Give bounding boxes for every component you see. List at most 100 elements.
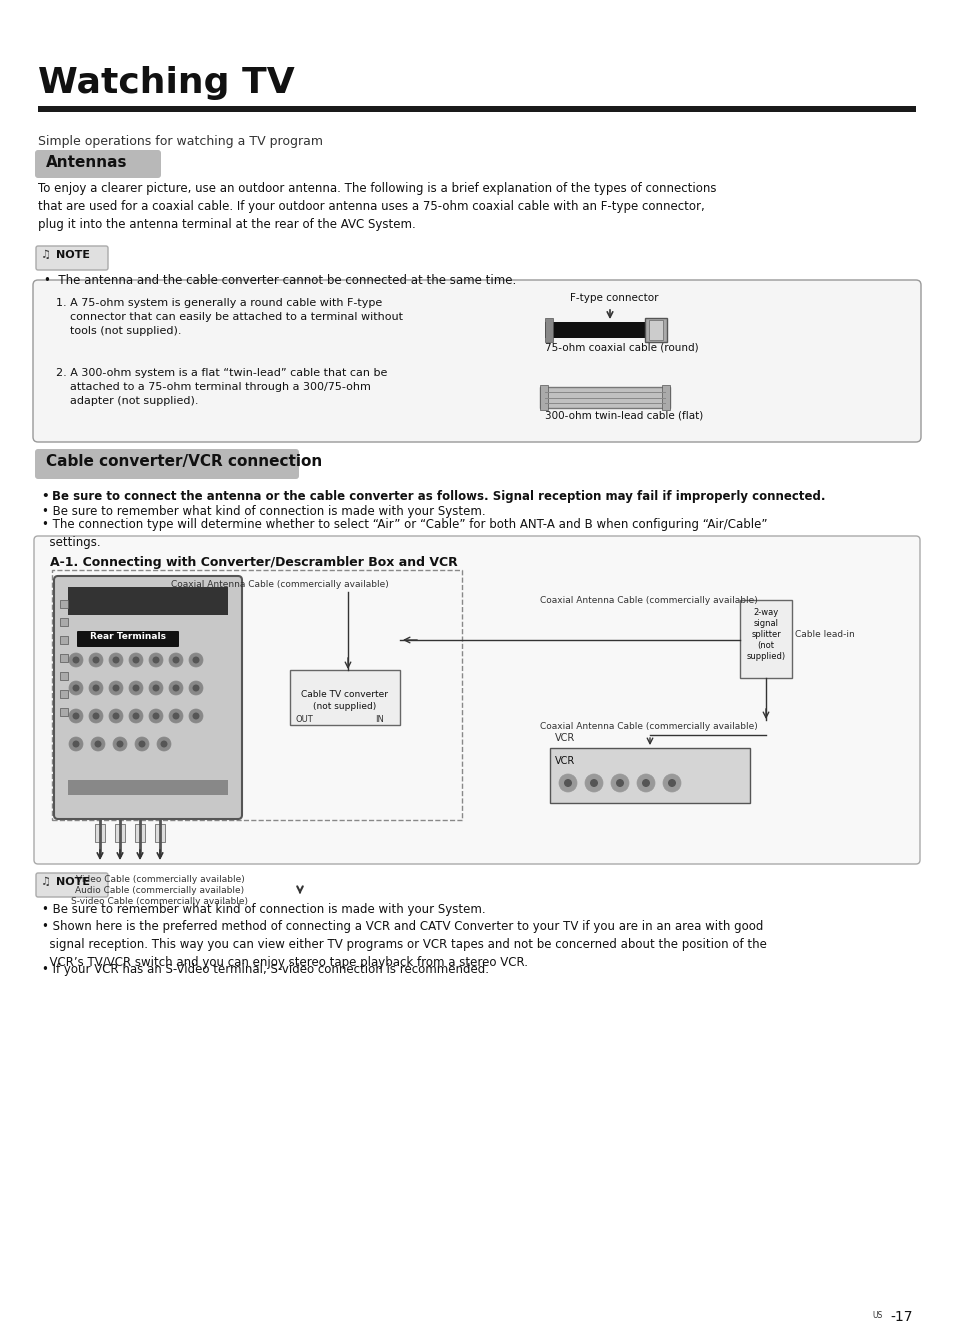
Circle shape [89,653,103,667]
Text: S-video Cable (commercially available): S-video Cable (commercially available) [71,896,248,906]
Bar [115,824,125,842]
FancyBboxPatch shape [35,449,298,478]
Circle shape [189,709,203,724]
Text: 2-way
signal
splitter
(not
supplied): 2-way signal splitter (not supplied) [745,608,784,662]
FancyBboxPatch shape [36,872,108,896]
Circle shape [72,713,79,720]
Circle shape [584,775,602,792]
Bar [38,106,915,113]
Text: ♫: ♫ [41,251,51,260]
Text: 75-ohm coaxial cable (round): 75-ohm coaxial cable (round) [544,343,698,352]
Circle shape [152,685,159,691]
Circle shape [112,713,119,720]
Bar [290,670,399,725]
Circle shape [193,713,199,720]
Circle shape [189,653,203,667]
Text: • Shown here is the preferred method of connecting a VCR and CATV Converter to y: • Shown here is the preferred method of … [42,921,766,969]
Circle shape [169,709,183,724]
Circle shape [94,741,101,748]
Text: Rear Terminals: Rear Terminals [90,632,166,641]
Text: • If your VCR has an S-Video terminal, S-video connection is recommended.: • If your VCR has an S-Video terminal, S… [42,963,489,976]
FancyBboxPatch shape [77,631,179,647]
Text: Video Cable (commercially available): Video Cable (commercially available) [75,875,244,884]
Text: •: • [42,490,53,502]
Circle shape [109,681,123,695]
Text: OUT: OUT [295,716,314,724]
Text: •  The antenna and the cable converter cannot be connected at the same time.: • The antenna and the cable converter ca… [44,273,516,287]
Text: Audio Cable (commercially available): Audio Cable (commercially available) [75,886,244,895]
Circle shape [72,741,79,748]
Circle shape [132,713,139,720]
Circle shape [92,657,99,663]
Bar [60,600,68,608]
Circle shape [89,681,103,695]
Bar [740,600,791,678]
Circle shape [129,653,143,667]
Circle shape [109,709,123,724]
Text: (not supplied): (not supplied) [313,702,376,712]
Circle shape [129,709,143,724]
Bar [60,618,68,626]
Circle shape [193,685,199,691]
Circle shape [132,685,139,691]
Text: VCR: VCR [555,756,575,766]
Text: Coaxial Antenna Cable (commercially available): Coaxial Antenna Cable (commercially avai… [539,596,757,604]
Circle shape [616,779,623,787]
Text: Be sure to connect the antenna or the cable converter as follows. Signal recepti: Be sure to connect the antenna or the ca… [52,490,824,502]
Circle shape [135,737,149,750]
Bar [60,636,68,645]
Text: Coaxial Antenna Cable (commercially available): Coaxial Antenna Cable (commercially avai… [171,580,389,590]
Text: VCR: VCR [555,733,575,742]
Circle shape [112,685,119,691]
FancyBboxPatch shape [36,247,108,269]
Circle shape [89,709,103,724]
Bar [52,570,461,820]
FancyBboxPatch shape [34,536,919,864]
Text: F-type connector: F-type connector [569,293,658,303]
Circle shape [637,775,655,792]
FancyBboxPatch shape [54,576,242,819]
Bar [154,824,165,842]
Circle shape [667,779,676,787]
Circle shape [69,709,83,724]
Circle shape [152,713,159,720]
Bar [644,318,666,342]
Text: Coaxial Antenna Cable (commercially available): Coaxial Antenna Cable (commercially avai… [539,722,757,732]
Circle shape [662,775,680,792]
Circle shape [172,713,179,720]
Text: Watching TV: Watching TV [38,66,294,100]
Circle shape [116,741,123,748]
Text: 1. A 75-ohm system is generally a round cable with F-type
    connector that can: 1. A 75-ohm system is generally a round … [56,297,402,336]
Circle shape [112,657,119,663]
FancyBboxPatch shape [35,150,161,178]
Circle shape [112,737,127,750]
Circle shape [193,657,199,663]
Bar [60,708,68,716]
Text: Cable lead-in: Cable lead-in [794,630,854,639]
Text: A-1. Connecting with Converter/Descrambler Box and VCR: A-1. Connecting with Converter/Descrambl… [50,556,457,570]
Bar [661,385,669,410]
Text: Simple operations for watching a TV program: Simple operations for watching a TV prog… [38,135,323,147]
Bar [648,320,662,340]
Circle shape [157,737,171,750]
Bar [550,748,749,803]
Circle shape [129,681,143,695]
Bar [60,690,68,698]
Bar [68,780,228,795]
Circle shape [91,737,105,750]
Circle shape [172,657,179,663]
Circle shape [109,653,123,667]
Bar [539,385,547,410]
Text: ♫: ♫ [41,876,51,887]
Circle shape [149,709,163,724]
Text: Cable converter/VCR connection: Cable converter/VCR connection [46,454,322,469]
Bar [60,671,68,679]
Circle shape [92,713,99,720]
Circle shape [189,681,203,695]
Circle shape [92,685,99,691]
Circle shape [169,653,183,667]
Bar [544,318,553,342]
FancyBboxPatch shape [33,280,920,442]
Circle shape [558,775,577,792]
Text: • The connection type will determine whether to select “Air” or “Cable” for both: • The connection type will determine whe… [42,519,767,549]
